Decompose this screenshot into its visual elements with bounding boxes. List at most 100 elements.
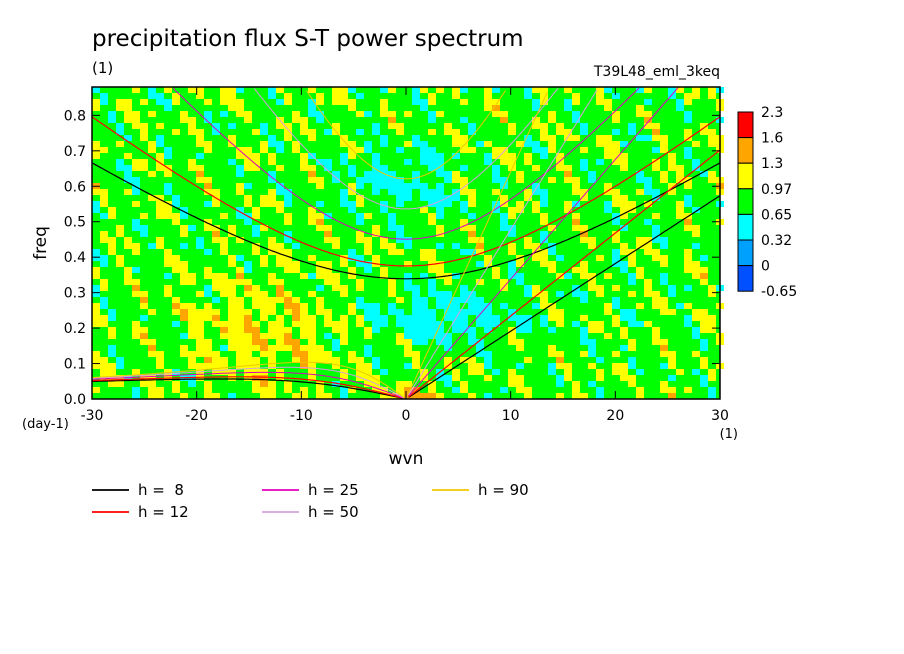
- heatmap-cell: [540, 261, 548, 267]
- heatmap-cell: [388, 285, 396, 291]
- heatmap-cell: [452, 243, 460, 249]
- heatmap-cell: [636, 171, 644, 177]
- heatmap-cell: [180, 315, 188, 321]
- heatmap-cell: [308, 177, 316, 183]
- heatmap-cell: [340, 327, 348, 333]
- heatmap-cell: [268, 177, 276, 183]
- heatmap-cell: [108, 243, 116, 249]
- heatmap-cell: [340, 153, 348, 159]
- heatmap-cell: [436, 375, 444, 381]
- heatmap-cell: [124, 267, 132, 273]
- heatmap-cell: [284, 261, 292, 267]
- heatmap-cell: [500, 303, 508, 309]
- heatmap-cell: [204, 309, 212, 315]
- heatmap-cell: [460, 309, 468, 315]
- heatmap-cell: [684, 387, 692, 393]
- heatmap-cell: [196, 321, 204, 327]
- heatmap-cell: [188, 315, 196, 321]
- heatmap-cell: [196, 171, 204, 177]
- heatmap-cell: [708, 393, 716, 399]
- heatmap-cell: [180, 231, 188, 237]
- heatmap-cell: [556, 255, 564, 261]
- heatmap-cell: [284, 267, 292, 273]
- heatmap-cell: [172, 93, 180, 99]
- heatmap-cell: [108, 381, 116, 387]
- heatmap-cell: [564, 201, 572, 207]
- heatmap-cell: [276, 243, 284, 249]
- heatmap-cell: [140, 327, 148, 333]
- heatmap-cell: [588, 279, 596, 285]
- heatmap-cell: [532, 117, 540, 123]
- heatmap-cell: [436, 87, 444, 93]
- heatmap-cell: [228, 279, 236, 285]
- heatmap-cell: [428, 321, 436, 327]
- heatmap-cell: [204, 141, 212, 147]
- heatmap-cell: [484, 357, 492, 363]
- heatmap-cell: [180, 111, 188, 117]
- heatmap-cell: [324, 333, 332, 339]
- heatmap-cell: [276, 255, 284, 261]
- heatmap-cell: [508, 261, 516, 267]
- heatmap-cell: [132, 279, 140, 285]
- heatmap-cell: [612, 153, 620, 159]
- heatmap-cell: [92, 357, 100, 363]
- heatmap-cell: [596, 357, 604, 363]
- heatmap-cell: [436, 393, 444, 399]
- x-axis-label: wvn: [389, 449, 424, 469]
- heatmap-cell: [228, 135, 236, 141]
- heatmap-cell: [524, 357, 532, 363]
- heatmap-cell: [476, 303, 484, 309]
- heatmap-cell: [108, 333, 116, 339]
- heatmap-cell: [708, 135, 716, 141]
- heatmap-cell: [636, 87, 644, 93]
- heatmap-cell: [372, 225, 380, 231]
- heatmap-cell: [540, 189, 548, 195]
- heatmap-cell: [676, 105, 684, 111]
- heatmap-cell: [348, 201, 356, 207]
- heatmap-cell: [436, 243, 444, 249]
- heatmap-cell: [596, 87, 604, 93]
- heatmap-cell: [348, 207, 356, 213]
- heatmap-cell: [484, 315, 492, 321]
- heatmap-cell: [708, 291, 716, 297]
- heatmap-cell: [308, 369, 316, 375]
- heatmap-cell: [148, 393, 156, 399]
- heatmap-cell: [300, 165, 308, 171]
- heatmap-cell: [92, 105, 100, 111]
- heatmap-cell: [604, 135, 612, 141]
- heatmap-cell: [628, 321, 636, 327]
- heatmap-cell: [372, 159, 380, 165]
- heatmap-cell: [668, 183, 676, 189]
- heatmap-cell: [516, 273, 524, 279]
- heatmap-cell: [236, 357, 244, 363]
- heatmap-cell: [676, 213, 684, 219]
- heatmap-cell: [172, 297, 180, 303]
- heatmap-cell: [500, 387, 508, 393]
- heatmap-cell: [404, 141, 412, 147]
- heatmap-cell: [92, 255, 100, 261]
- heatmap-cell: [380, 135, 388, 141]
- heatmap-cell: [148, 339, 156, 345]
- heatmap-cell: [700, 309, 708, 315]
- heatmap-cell: [372, 357, 380, 363]
- heatmap-cell: [340, 333, 348, 339]
- heatmap-cell: [268, 351, 276, 357]
- heatmap-cell: [580, 129, 588, 135]
- heatmap-cell: [564, 129, 572, 135]
- heatmap-cell: [580, 195, 588, 201]
- heatmap-cell: [460, 201, 468, 207]
- heatmap-cell: [100, 303, 108, 309]
- heatmap-cell: [348, 303, 356, 309]
- heatmap-cell: [156, 123, 164, 129]
- heatmap-cell: [436, 291, 444, 297]
- heatmap-cell: [212, 363, 220, 369]
- heatmap-cell: [444, 381, 452, 387]
- heatmap-cell: [340, 285, 348, 291]
- heatmap-cell: [132, 183, 140, 189]
- heatmap-cell: [452, 321, 460, 327]
- heatmap-cell: [268, 297, 276, 303]
- heatmap-cell: [276, 99, 284, 105]
- heatmap-cell: [332, 363, 340, 369]
- heatmap-cell: [612, 213, 620, 219]
- heatmap-cell: [404, 279, 412, 285]
